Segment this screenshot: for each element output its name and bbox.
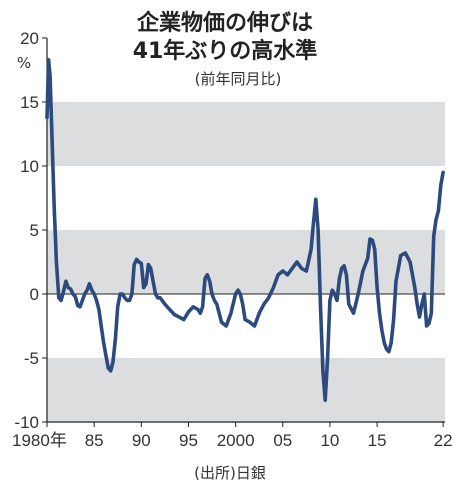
chart-subtitle: (前年同月比): [195, 70, 282, 88]
x-tick-labels: 1980年 85 90 95 2000 05 10 15 22: [12, 422, 453, 450]
x-tick-label: 10: [320, 431, 339, 450]
y-tick-label: 10: [20, 157, 39, 176]
shaded-bands: [47, 102, 445, 422]
series-lines: [45, 57, 445, 403]
y-tick-labels: 20 15 10 5 0 -5 -10: [14, 29, 47, 432]
y-tick-label: 5: [30, 221, 39, 240]
shaded-band-0: [47, 102, 445, 166]
x-tick-label: 05: [273, 431, 292, 450]
x-tick-label: 1980年: [12, 431, 67, 450]
series-line-0: [45, 57, 445, 403]
x-tick-label: 15: [368, 431, 387, 450]
y-tick-label: 0: [30, 285, 39, 304]
chart-title-line2: 41年ぶりの高水準: [133, 38, 318, 64]
x-tick-label: 85: [85, 431, 104, 450]
y-tick-label: 15: [20, 93, 39, 112]
y-tick-label: -5: [24, 349, 39, 368]
y-tick-label: -10: [14, 413, 39, 432]
chart-title-line1: 企業物価の伸びは: [136, 10, 313, 36]
x-tick-label: 95: [179, 431, 198, 450]
x-tick-label: 22: [434, 431, 453, 450]
source-note: (出所)日銀: [194, 464, 266, 482]
shaded-band-2: [47, 358, 445, 422]
x-tick-label: 2000: [217, 431, 255, 450]
shaded-band-1: [47, 230, 445, 294]
x-tick-label: 90: [132, 431, 151, 450]
y-unit-label: %: [17, 54, 31, 72]
y-tick-label: 20: [20, 29, 39, 48]
